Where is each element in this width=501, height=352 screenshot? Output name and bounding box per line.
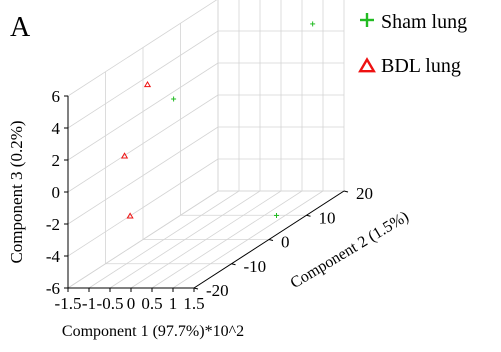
z-axis-label: Component 3 (0.2%) xyxy=(7,120,26,263)
x-tick-label: -1 xyxy=(82,294,96,313)
grid-line xyxy=(67,158,219,257)
y-axis-ticks: -20 -10 0 10 20 xyxy=(193,184,373,300)
z-tick-label: 0 xyxy=(52,183,61,202)
grid-line xyxy=(67,126,219,225)
y-tick-mark xyxy=(343,190,349,193)
legend-label-sham: Sham lung xyxy=(381,11,467,33)
x-tick-label: 0 xyxy=(127,294,136,313)
y-tick-mark xyxy=(231,263,236,266)
y-tick-label: 0 xyxy=(281,233,290,252)
y-axis-label: Component 2 (1.5%) xyxy=(288,208,412,292)
grid-line xyxy=(67,0,218,97)
legend-triangle-mark xyxy=(358,57,376,73)
y-tick-label: 20 xyxy=(356,184,373,203)
grid-line xyxy=(67,30,219,129)
x-tick-label: 1 xyxy=(169,294,178,313)
z-tick-label: -2 xyxy=(46,215,60,234)
z-tick-label: -6 xyxy=(46,279,60,298)
x-tick-label: -0.5 xyxy=(97,294,124,313)
panel-label: A xyxy=(10,12,31,43)
z-tick-label: -4 xyxy=(46,247,61,266)
z-tick-label: 6 xyxy=(52,87,61,106)
legend-item-bdl: BDL lung xyxy=(358,55,461,77)
y-tick-label: -10 xyxy=(244,257,267,276)
legend-label-bdl: BDL lung xyxy=(381,55,461,77)
legend-plus-mark xyxy=(360,13,374,27)
grid-line xyxy=(67,62,219,161)
z-tick-label: 2 xyxy=(52,151,61,170)
x-axis-ticks: -1.5 -1 -0.5 0 0.5 1 1.5 xyxy=(55,288,205,313)
sham-lung-point xyxy=(171,96,177,102)
legend-item-sham: Sham lung xyxy=(360,11,467,33)
x-axis-label: Component 1 (97.7%)*10^2 xyxy=(62,323,244,340)
legend-triangle-icon xyxy=(358,57,376,73)
sham-lung-point xyxy=(310,21,316,27)
axis-box xyxy=(67,96,345,289)
x-tick-label: 0.5 xyxy=(141,294,162,313)
legend-plus-icon xyxy=(360,13,374,27)
y-tick-mark xyxy=(193,287,199,290)
data-points xyxy=(120,21,316,219)
sham-lung-point xyxy=(274,212,279,218)
legend: Sham lung BDL lung xyxy=(358,11,467,77)
bdl-lung-point xyxy=(120,152,129,159)
bdl-lung-point xyxy=(143,80,152,88)
y-tick-mark xyxy=(306,214,311,217)
z-axis-ticks: -6 -4 -2 0 2 4 6 xyxy=(46,87,68,298)
grid xyxy=(67,0,345,289)
y-tick-label: -20 xyxy=(206,281,229,300)
y-tick-label: 10 xyxy=(319,208,336,227)
x-tick-label: 1.5 xyxy=(183,294,204,313)
y-tick-mark xyxy=(268,239,274,241)
x-tick-label: -1.5 xyxy=(55,294,82,313)
bdl-lung-point xyxy=(126,212,134,219)
z-tick-label: 4 xyxy=(52,119,61,138)
grid-line xyxy=(67,94,219,193)
